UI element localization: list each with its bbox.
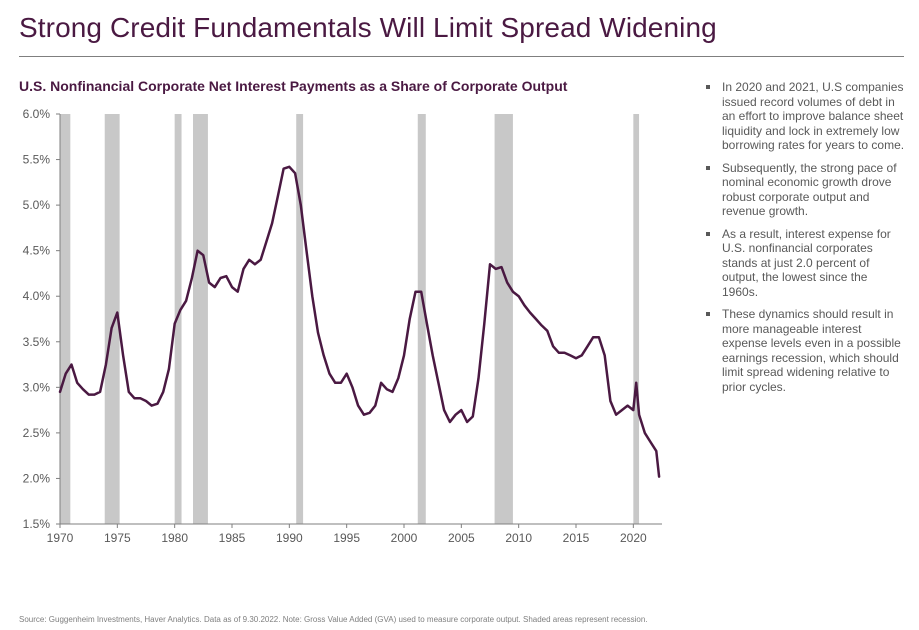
line-chart: 1.5% 2.0% 2.5% 3.0% 3.5% 4.0% 4.5% 5.0% 5.5% 6.0%… [23, 107, 662, 545]
y-tick-label: 4.5% [23, 244, 51, 258]
recession-band [104, 114, 120, 524]
y-tick-label: 3.0% [23, 380, 51, 394]
commentary-text: Subsequently, the strong pace of nominal… [722, 160, 897, 219]
recession-band [633, 114, 640, 524]
commentary-bullet: In 2020 and 2021, U.S companies issued r… [706, 80, 906, 153]
x-tick-label: 2005 [448, 531, 475, 545]
commentary-bullet: As a result, interest expense for U.S. n… [706, 227, 906, 300]
source-footnote: Source: Guggenheim Investments, Haver An… [19, 615, 648, 624]
x-tick-label: 1985 [219, 531, 246, 545]
bullet-marker-icon [706, 85, 710, 89]
y-tick-label: 2.5% [23, 426, 51, 440]
recession-shading-layer [60, 114, 640, 524]
x-tick-label: 2020 [620, 531, 647, 545]
recession-band [174, 114, 182, 524]
x-tick-label: 2015 [563, 531, 590, 545]
recession-band [417, 114, 426, 524]
title-divider [19, 56, 904, 57]
recession-band [60, 114, 71, 524]
recession-band [494, 114, 513, 524]
bullet-marker-icon [706, 231, 710, 236]
commentary-text: As a result, interest expense for U.S. n… [722, 226, 891, 299]
x-tick-label: 2000 [391, 531, 418, 545]
chart-title: U.S. Nonfinancial Corporate Net Interest… [19, 78, 568, 94]
slide-title: Strong Credit Fundamentals Will Limit Sp… [19, 12, 717, 43]
x-tick-label: 1980 [161, 531, 188, 545]
commentary-list: In 2020 and 2021, U.S companies issued r… [706, 80, 906, 402]
recession-band [296, 114, 304, 524]
commentary-text: These dynamics should result in more man… [722, 307, 901, 394]
x-tick-label: 1990 [276, 531, 303, 545]
y-tick-label: 5.0% [23, 198, 51, 212]
recession-band [193, 114, 208, 524]
series-line [58, 165, 661, 478]
commentary-bullet: These dynamics should result in more man… [706, 307, 906, 394]
y-tick-label: 6.0% [23, 107, 51, 121]
y-tick-label: 1.5% [23, 517, 51, 531]
bullet-marker-icon [706, 165, 710, 170]
y-tick-label: 3.5% [23, 335, 51, 349]
commentary-bullet: Subsequently, the strong pace of nominal… [706, 161, 906, 219]
x-tick-label: 2010 [505, 531, 532, 545]
x-tick-label: 1995 [333, 531, 360, 545]
x-tick-label: 1975 [104, 531, 131, 545]
axes-layer: 1.5% 2.0% 2.5% 3.0% 3.5% 4.0% 4.5% 5.0% 5.5% 6.0%… [23, 107, 662, 545]
y-tick-label: 5.5% [23, 153, 51, 167]
series-line-layer [58, 165, 661, 478]
y-tick-label: 2.0% [23, 471, 51, 485]
commentary-text: In 2020 and 2021, U.S companies issued r… [722, 80, 905, 152]
y-tick-label: 4.0% [23, 289, 51, 303]
x-tick-label: 1970 [47, 531, 74, 545]
bullet-marker-icon [706, 312, 710, 316]
